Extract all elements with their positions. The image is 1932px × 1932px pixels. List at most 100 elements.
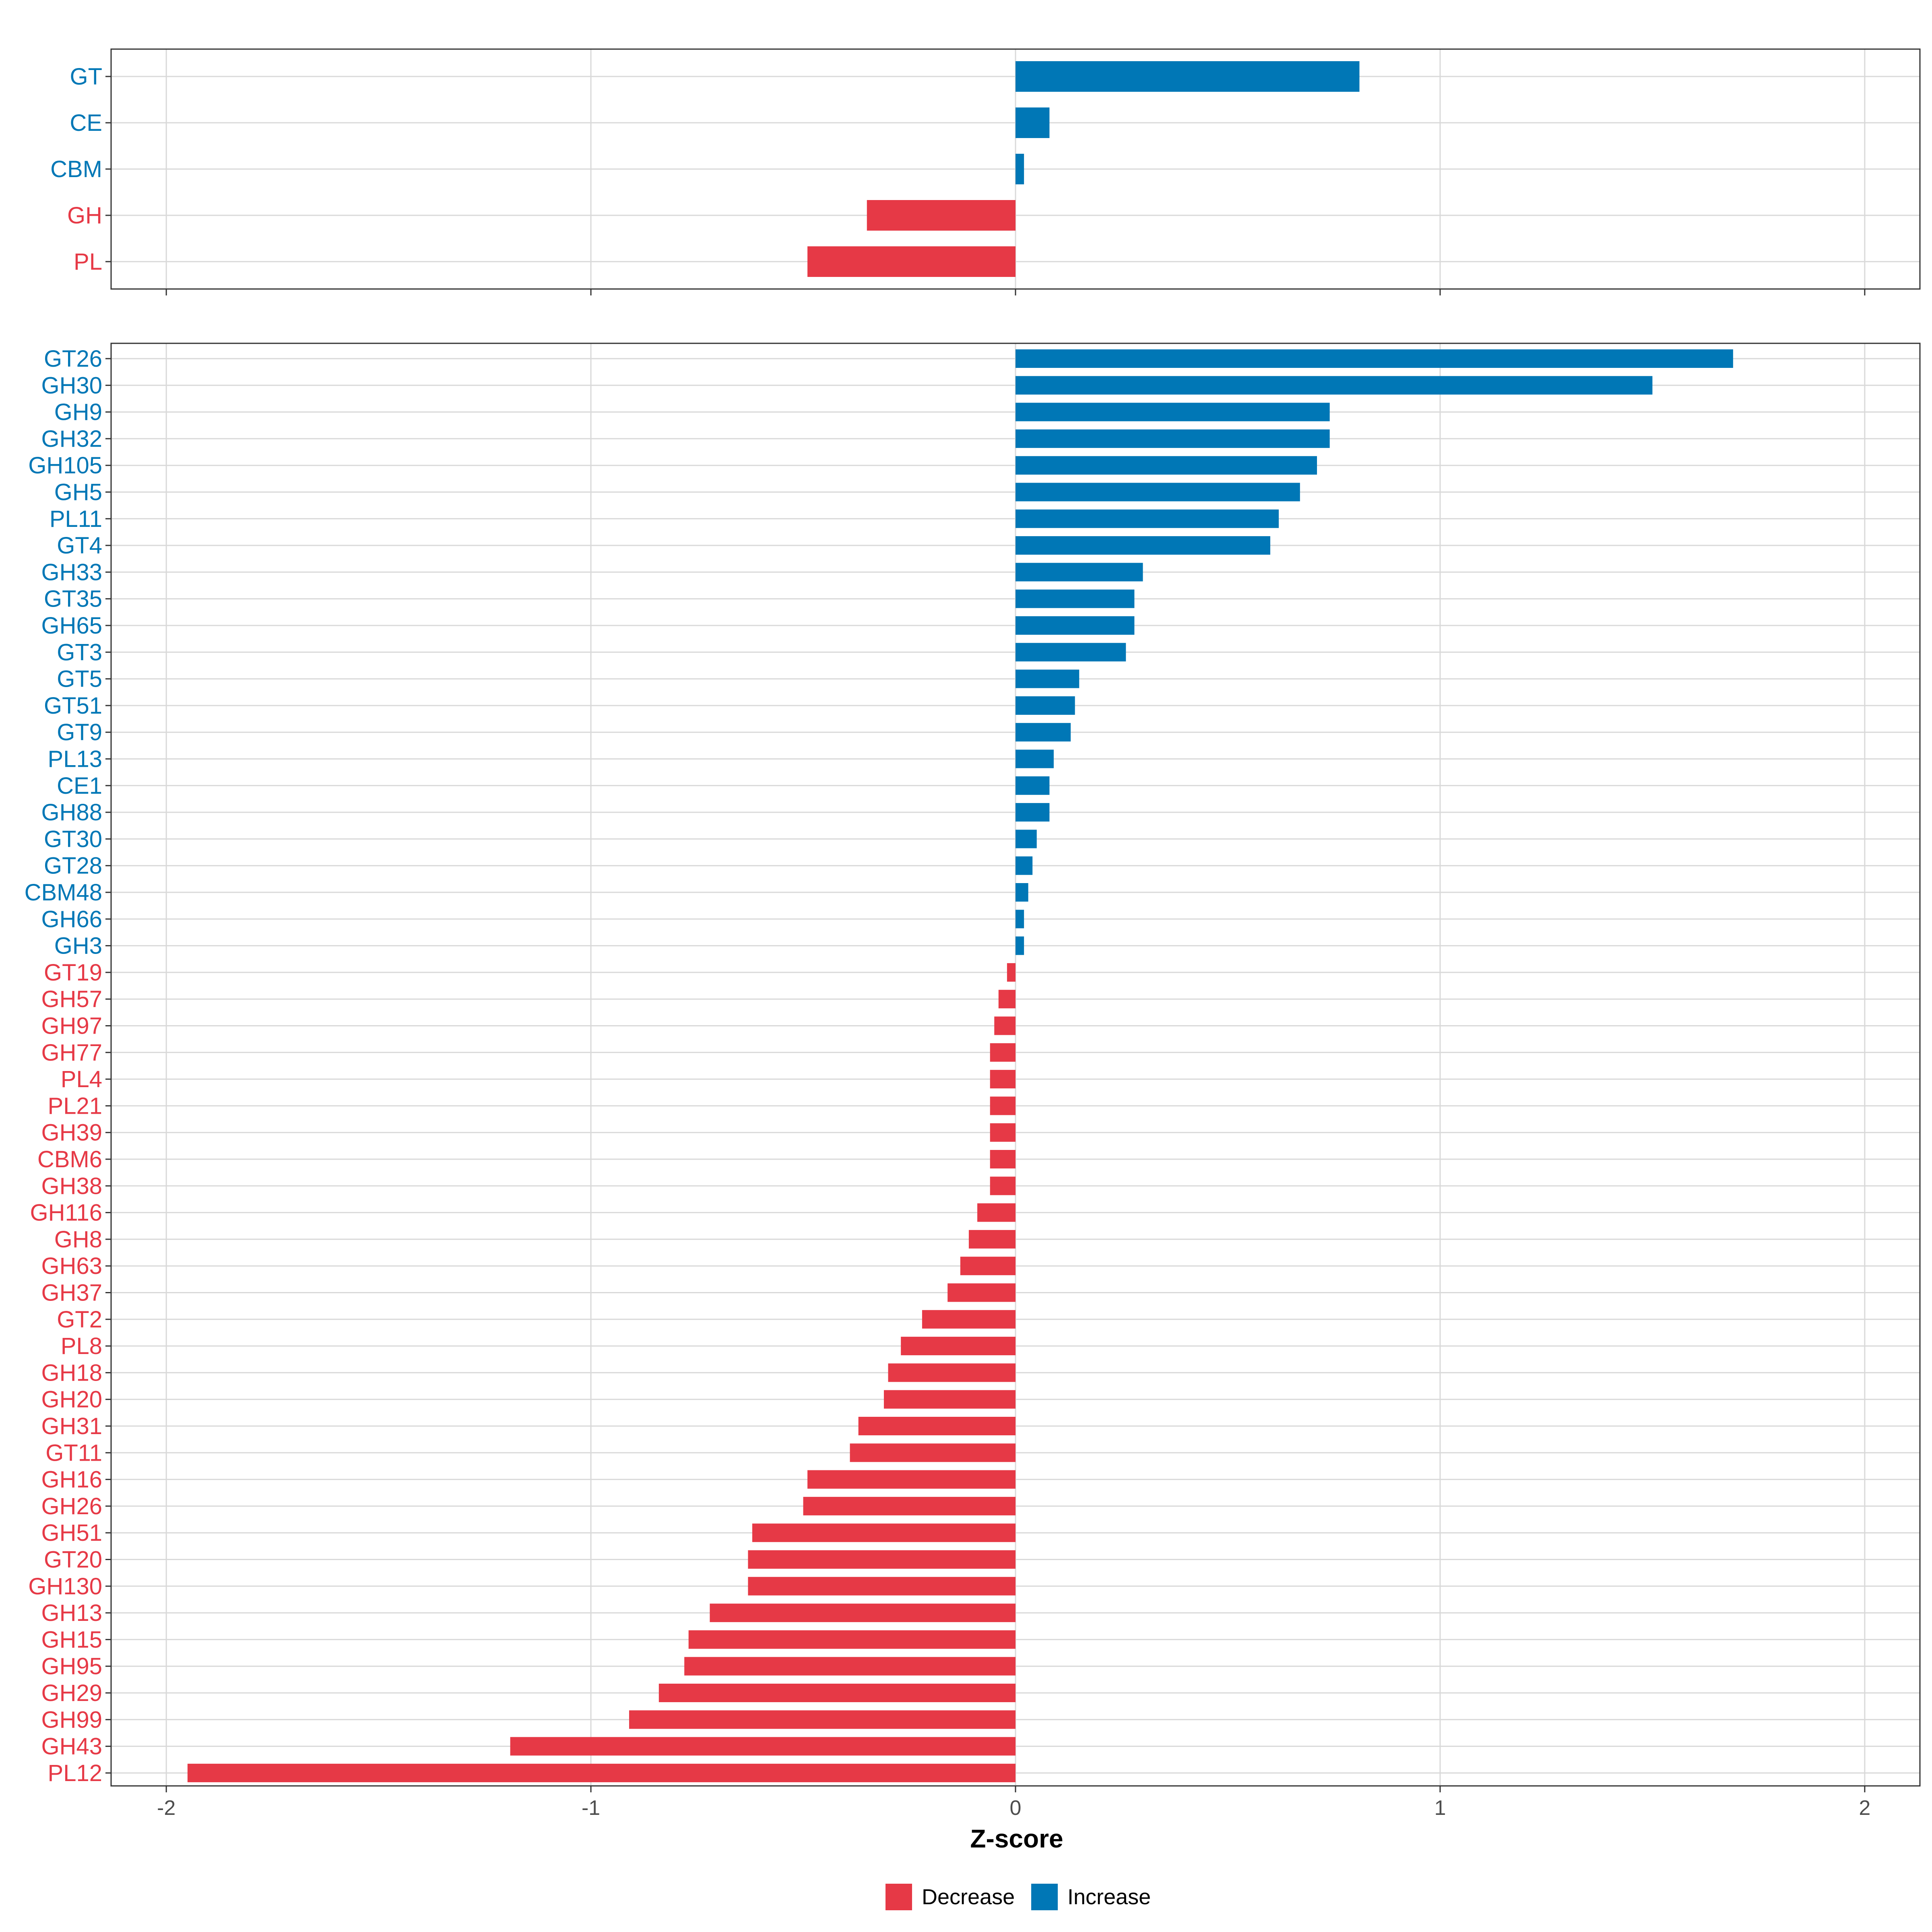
bar — [990, 1096, 1016, 1115]
bar — [960, 1257, 1016, 1276]
category-label: CBM6 — [37, 1146, 102, 1172]
bar — [1016, 402, 1330, 421]
bar — [1016, 536, 1270, 555]
category-label: GH30 — [41, 372, 102, 398]
category-label: PL11 — [50, 506, 102, 532]
category-label: GH16 — [41, 1467, 102, 1493]
bar — [867, 200, 1016, 231]
category-label: PL8 — [61, 1333, 102, 1359]
category-label: PL12 — [48, 1760, 102, 1786]
bar — [990, 1123, 1016, 1142]
category-label: GH66 — [41, 906, 102, 932]
bar — [629, 1710, 1016, 1729]
category-label: GH20 — [41, 1387, 102, 1413]
x-axis-title: Z-score — [970, 1824, 1063, 1853]
bar — [1016, 643, 1126, 662]
bar — [858, 1417, 1016, 1435]
bar — [994, 1016, 1016, 1035]
category-label: GT28 — [44, 853, 102, 879]
category-label: GT5 — [57, 666, 102, 692]
bar — [1016, 61, 1360, 92]
bar — [977, 1203, 1016, 1222]
category-label: GH9 — [54, 399, 102, 425]
category-label: GH105 — [28, 452, 102, 479]
bar — [688, 1630, 1016, 1649]
category-label: GH51 — [41, 1520, 102, 1546]
category-label: GT19 — [44, 960, 102, 986]
bar — [888, 1363, 1016, 1382]
category-label: CBM — [50, 156, 102, 182]
bar — [1016, 883, 1028, 902]
x-tick-label: 0 — [1010, 1796, 1022, 1820]
legend-swatch-decrease — [886, 1884, 912, 1910]
category-label: GH37 — [41, 1280, 102, 1306]
bar — [998, 990, 1016, 1009]
bar — [1016, 749, 1054, 768]
bar — [1016, 376, 1653, 395]
legend: Decrease Increase — [886, 1884, 1151, 1910]
category-label: CE — [70, 110, 102, 136]
category-label: GH29 — [41, 1680, 102, 1706]
bar — [1016, 563, 1143, 582]
top-panel: GT CE CBM GH PL — [50, 48, 1921, 295]
bar — [510, 1737, 1016, 1756]
category-label: GH63 — [41, 1253, 102, 1279]
bar — [1016, 107, 1050, 138]
bar — [1016, 589, 1135, 608]
bar — [1016, 856, 1033, 875]
bar — [1016, 696, 1075, 715]
category-label: GH3 — [54, 933, 102, 959]
category-label: GH88 — [41, 799, 102, 826]
bar — [968, 1230, 1016, 1249]
category-label: GT4 — [57, 533, 102, 559]
category-label: GH26 — [41, 1493, 102, 1519]
bar — [807, 1470, 1016, 1489]
category-label: PL4 — [61, 1066, 102, 1092]
category-label: GT20 — [44, 1547, 102, 1573]
bar — [1016, 154, 1024, 184]
category-label: GH116 — [30, 1200, 102, 1226]
category-label: PL — [74, 249, 102, 275]
legend-swatch-increase — [1031, 1884, 1058, 1910]
category-label: GT3 — [57, 639, 102, 665]
bar — [1016, 936, 1024, 955]
bar — [850, 1443, 1016, 1462]
bar — [1007, 963, 1016, 982]
x-tick-label: -2 — [157, 1796, 175, 1820]
bar — [1016, 429, 1330, 448]
bar — [752, 1523, 1016, 1542]
category-label: PL13 — [48, 746, 102, 772]
category-label: GH33 — [41, 559, 102, 585]
bar — [1016, 803, 1050, 822]
bar — [807, 246, 1016, 277]
bar — [748, 1577, 1016, 1596]
category-label: GT2 — [57, 1307, 102, 1333]
bar — [1016, 483, 1300, 502]
x-tick-label: 1 — [1434, 1796, 1446, 1820]
category-label: GH77 — [41, 1040, 102, 1066]
bar — [883, 1390, 1016, 1409]
category-label: GH — [67, 202, 102, 229]
category-label: GT — [70, 64, 102, 90]
category-label: GH65 — [41, 613, 102, 639]
bar — [947, 1283, 1016, 1302]
category-label: GH39 — [41, 1120, 102, 1146]
bar — [803, 1496, 1016, 1515]
bar — [748, 1550, 1016, 1569]
category-label: GT35 — [44, 586, 102, 612]
bar — [1016, 349, 1733, 368]
bar — [1016, 509, 1279, 528]
legend-label-decrease: Decrease — [922, 1885, 1015, 1909]
category-label: GT11 — [45, 1440, 102, 1466]
bottom-panel: GT26GH30GH9GH32GH105GH5PL11GT4GH33GT35GH… — [25, 343, 1921, 1820]
x-tick-label: 2 — [1859, 1796, 1870, 1820]
bar — [1016, 669, 1080, 688]
legend-label-increase: Increase — [1067, 1885, 1151, 1909]
category-label: GT9 — [57, 719, 102, 745]
category-label: GH99 — [41, 1707, 102, 1733]
x-tick-label: -1 — [582, 1796, 600, 1820]
bar — [990, 1177, 1016, 1195]
bar — [187, 1763, 1016, 1782]
bar — [990, 1043, 1016, 1062]
